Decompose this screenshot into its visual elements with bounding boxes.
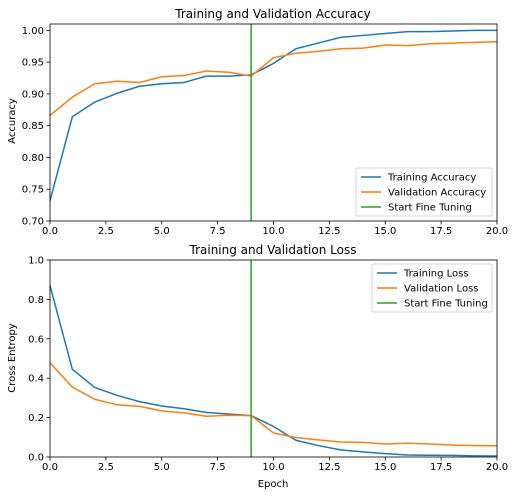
loss-x-tick-label: 7.5 [210,462,226,473]
accuracy-y-tick-label: 0.75 [22,185,44,196]
accuracy-y-axis-label: Accuracy [7,98,18,144]
accuracy-legend: Training Accuracy Validation Accuracy Star… [356,168,492,216]
accuracy-y-tick-label: 0.70 [22,217,44,228]
accuracy-y-tick-label: 0.95 [22,58,44,69]
accuracy-y-tick-label: 0.90 [22,89,44,100]
loss-x-tick-label: 15.0 [374,462,396,473]
accuracy-x-tick-label: 17.5 [430,226,452,237]
accuracy-x-tick-label: 5.0 [154,226,170,237]
accuracy-chart-title: Training and Validation Accuracy [174,7,370,21]
loss-x-tick-label: 17.5 [430,462,452,473]
loss-x-tick-label: 12.5 [318,462,340,473]
accuracy-y-tick-label: 0.85 [22,121,44,132]
legend-label-training-accuracy: Training Accuracy [387,173,476,184]
accuracy-y-tick-label: 1.00 [22,26,44,37]
accuracy-x-tick-label: 12.5 [318,226,340,237]
loss-x-tick-label: 2.5 [98,462,114,473]
loss-y-tick-label: 0.0 [28,453,44,464]
accuracy-x-tick-label: 2.5 [98,226,114,237]
legend-label-training-loss: Training Loss [403,269,469,280]
loss-y-tick-label: 0.2 [28,413,44,424]
legend-label-validation-loss: Validation Loss [404,284,479,295]
accuracy-x-tick-label: 10.0 [262,226,284,237]
legend-label-start-fine-tuning: Start Fine Tuning [404,299,488,310]
legend-label-start-fine-tuning: Start Fine Tuning [388,203,472,214]
accuracy-x-tick-label: 0.0 [42,226,58,237]
loss-y-tick-label: 0.6 [28,334,44,345]
loss-x-axis-label: Epoch [258,479,289,490]
loss-x-tick-label: 0.0 [42,462,58,473]
accuracy-y-tick-label: 0.80 [22,153,44,164]
loss-x-tick-label: 5.0 [154,462,170,473]
loss-chart-title: Training and Validation Loss [189,243,357,257]
loss-x-tick-label: 10.0 [262,462,284,473]
accuracy-x-tick-label: 20.0 [486,226,508,237]
accuracy-x-tick-label: 15.0 [374,226,396,237]
loss-legend: Training Loss Validation Loss Start Fine T… [372,264,492,312]
legend-label-validation-accuracy: Validation Accuracy [388,188,486,199]
loss-y-tick-label: 0.4 [28,374,44,385]
accuracy-x-tick-label: 7.5 [210,226,226,237]
loss-y-axis-label: Cross Entropy [7,323,18,393]
loss-x-tick-label: 20.0 [486,462,508,473]
loss-y-tick-label: 1.0 [28,256,44,267]
loss-y-tick-label: 0.8 [28,295,44,306]
